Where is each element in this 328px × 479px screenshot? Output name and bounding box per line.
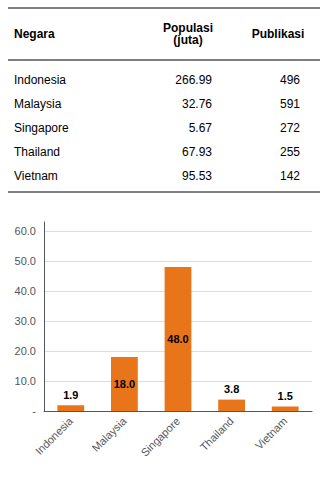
svg-text:Malaysia: Malaysia [90,414,130,454]
svg-text:3.8: 3.8 [224,383,239,395]
svg-text:18.0: 18.0 [114,378,135,390]
svg-text:591: 591 [280,97,300,111]
svg-text:Indonesia: Indonesia [14,73,66,87]
svg-text:60.0: 60.0 [15,225,36,237]
svg-text:266.99: 266.99 [175,73,212,87]
svg-text:10.0: 10.0 [15,375,36,387]
svg-text:142: 142 [280,169,300,183]
svg-text:95.53: 95.53 [182,169,212,183]
svg-text:1.9: 1.9 [63,389,78,401]
svg-text:Vietnam: Vietnam [14,169,58,183]
svg-text:30.0: 30.0 [15,315,36,327]
svg-text:-: - [32,405,36,417]
svg-text:Vietnam: Vietnam [253,415,290,452]
svg-text:1.5: 1.5 [278,390,293,402]
svg-text:Thailand: Thailand [198,415,236,453]
svg-text:50.0: 50.0 [15,255,36,267]
svg-text:496: 496 [280,73,300,87]
svg-text:272: 272 [280,121,300,135]
svg-text:(juta): (juta) [173,33,202,47]
svg-text:Singapore: Singapore [14,121,69,135]
svg-text:Thailand: Thailand [14,145,60,159]
svg-text:48.0: 48.0 [167,333,188,345]
svg-text:67.93: 67.93 [182,145,212,159]
svg-text:Publikasi: Publikasi [252,27,305,41]
svg-text:Indonesia: Indonesia [33,414,76,457]
svg-text:Malaysia: Malaysia [14,97,62,111]
svg-text:32.76: 32.76 [182,97,212,111]
svg-text:Singapore: Singapore [138,415,182,459]
svg-text:5.67: 5.67 [189,121,213,135]
svg-text:Negara: Negara [14,27,55,41]
svg-text:20.0: 20.0 [15,345,36,357]
svg-text:255: 255 [280,145,300,159]
svg-text:Populasi: Populasi [163,21,213,35]
svg-text:40.0: 40.0 [15,285,36,297]
